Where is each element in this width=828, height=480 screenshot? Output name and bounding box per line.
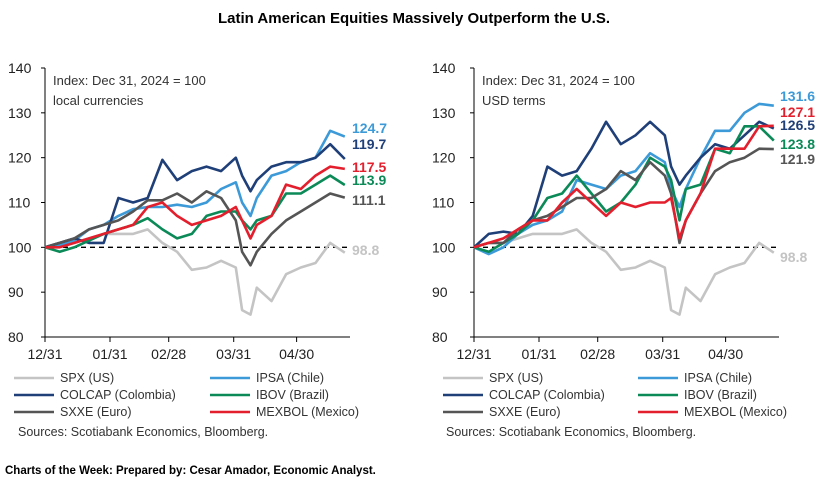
end-label-spx: 98.8 (352, 242, 379, 258)
end-label-mexbol: 117.5 (352, 159, 386, 175)
y-tick-label: 110 (8, 195, 31, 211)
legend-label-colcap: COLCAP (Colombia) (60, 388, 176, 402)
x-tick-label: 12/31 (456, 346, 491, 362)
y-tick-label: 130 (432, 105, 456, 121)
series-line-mexbol (45, 165, 346, 249)
series-line-ibov (473, 125, 775, 254)
legend-label-ipsa: IPSA (Chile) (684, 371, 752, 385)
legend-label-spx: SPX (US) (489, 371, 543, 385)
x-tick-label: 04/30 (279, 346, 314, 362)
x-tick-label: 12/31 (27, 346, 62, 362)
series-line-mexbol (473, 124, 774, 249)
chart-local-currencies: 80 90 100 110 120 130 140 12/31 01/31 02/28 03/31 0… (8, 60, 387, 439)
y-tick-label: 140 (432, 60, 456, 76)
y-tick-label: 120 (432, 150, 456, 166)
chart-usd-terms: 80 90 100 110 120 130 140 12/31 01/31 02/28 03/31 0… (432, 60, 815, 439)
legend-label-mexbol: MEXBOL (Mexico) (684, 405, 787, 419)
y-tick-label: 90 (8, 284, 24, 300)
legend-label-mexbol: MEXBOL (Mexico) (256, 405, 359, 419)
source-note: Sources: Scotiabank Economics, Bloomberg… (446, 425, 696, 439)
index-annotation: Index: Dec 31, 2024 = 100 (53, 73, 206, 88)
x-tick-label: 02/28 (151, 346, 186, 362)
figure-title: Latin American Equities Massively Outper… (218, 10, 610, 27)
end-label-colcap: 119.7 (352, 136, 386, 152)
end-label-colcap: 126.5 (780, 117, 815, 133)
series-line-sxxe (44, 190, 346, 267)
y-tick-label: 120 (8, 150, 32, 166)
y-tick-label: 130 (8, 105, 32, 121)
y-tick-label: 90 (432, 284, 448, 300)
y-tick-label: 100 (8, 239, 32, 255)
x-tick-label: 01/31 (521, 346, 556, 362)
index-annotation: USD terms (482, 93, 546, 108)
end-label-ibov: 113.9 (352, 172, 386, 188)
x-tick-label: 01/31 (92, 346, 127, 362)
x-tick-label: 03/31 (645, 346, 680, 362)
legend-label-spx: SPX (US) (60, 371, 114, 385)
end-label-ipsa: 131.6 (780, 88, 815, 104)
end-label-spx: 98.8 (780, 249, 807, 265)
source-note: Sources: Scotiabank Economics, Bloomberg… (18, 425, 268, 439)
series-line-colcap (44, 142, 346, 249)
y-tick-label: 140 (8, 60, 32, 76)
index-annotation: Index: Dec 31, 2024 = 100 (482, 73, 635, 88)
legend-label-ipsa: IPSA (Chile) (256, 371, 324, 385)
x-tick-label: 03/31 (216, 346, 251, 362)
end-label-ibov: 123.8 (780, 136, 815, 152)
y-tick-label: 80 (8, 329, 24, 345)
end-label-mexbol: 127.1 (780, 104, 815, 120)
legend-label-ibov: IBOV (Brazil) (684, 388, 757, 402)
series-line-spx (473, 228, 775, 316)
legend-label-ibov: IBOV (Brazil) (256, 388, 329, 402)
index-annotation: local currencies (53, 93, 144, 108)
series-line-ibov (44, 174, 346, 254)
x-tick-label: 02/28 (580, 346, 615, 362)
series-line-ipsa (473, 102, 774, 256)
x-tick-label: 04/30 (708, 346, 743, 362)
footer-credit: Charts of the Week: Prepared by: Cesar A… (5, 465, 376, 477)
end-label-ipsa: 124.7 (352, 120, 387, 136)
y-tick-label: 80 (432, 329, 448, 345)
end-label-sxxe: 121.9 (780, 151, 815, 167)
legend-label-colcap: COLCAP (Colombia) (489, 388, 605, 402)
y-tick-label: 110 (432, 195, 455, 211)
y-tick-label: 100 (432, 239, 456, 255)
legend-label-sxxe: SXXE (Euro) (60, 405, 132, 419)
legend-label-sxxe: SXXE (Euro) (489, 405, 561, 419)
end-label-sxxe: 111.1 (352, 192, 386, 208)
